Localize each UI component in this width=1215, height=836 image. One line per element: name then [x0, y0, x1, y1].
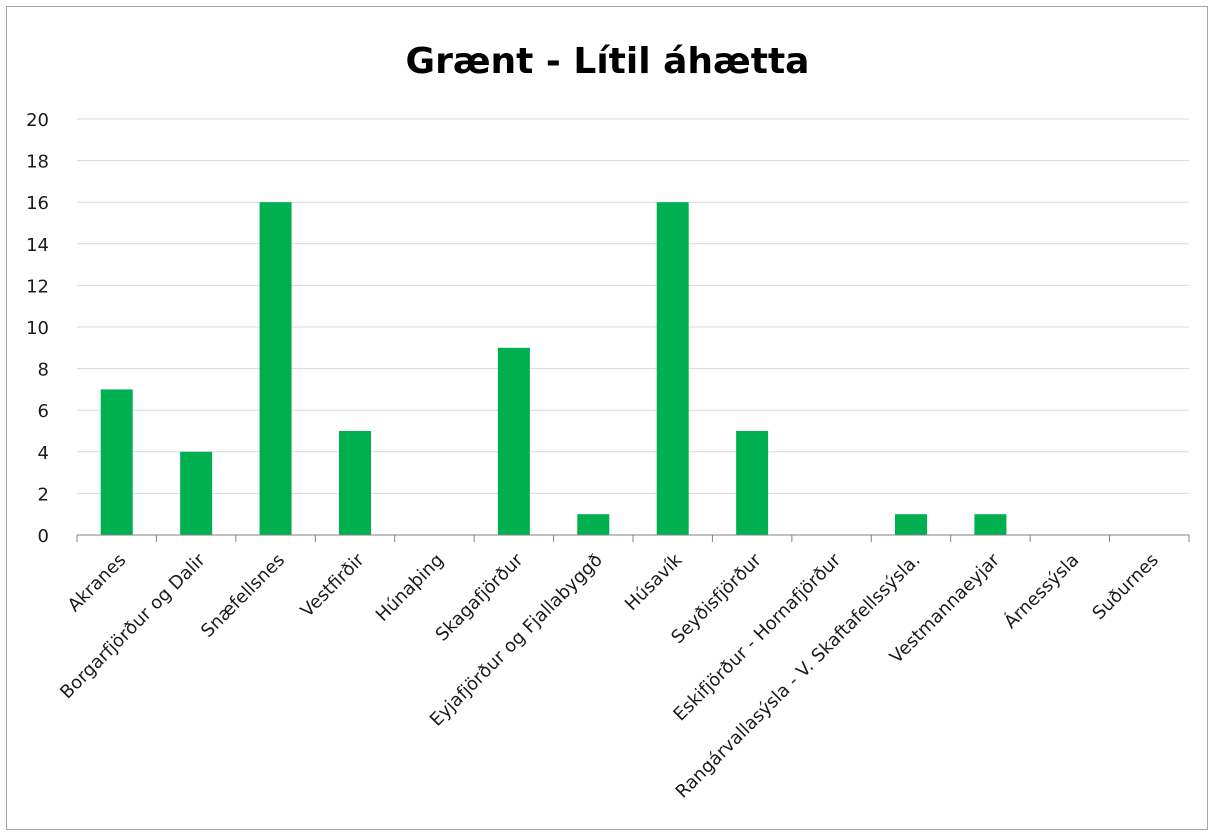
y-tick-label: 20 [26, 110, 49, 131]
bar [895, 514, 927, 535]
y-tick-label: 0 [38, 526, 49, 547]
y-tick-label: 18 [26, 152, 49, 173]
x-tick-label: Húsavík [621, 549, 687, 615]
x-tick-label: Akranes [64, 550, 130, 616]
y-tick-label: 14 [26, 235, 49, 256]
x-tick-label: Húnaþing [372, 550, 448, 626]
x-tick-label: Suðurnes [1088, 550, 1162, 624]
gridlines [77, 118, 1189, 494]
bar [577, 514, 610, 535]
bar [259, 202, 292, 535]
bar [100, 389, 133, 535]
bar [497, 347, 530, 535]
bar [736, 431, 769, 535]
x-tick-label: Eyjafjörður og Fjallabyggð [426, 550, 607, 731]
x-tick-label: Eskifjörður - Hornafjörður [670, 549, 846, 725]
x-tick-label: Vestfirðir [297, 549, 369, 621]
bar [656, 202, 689, 535]
y-tick-label: 16 [26, 193, 49, 214]
axes [76, 534, 1190, 542]
bar [974, 514, 1007, 535]
x-tick-label: Árnessýsla [999, 549, 1083, 633]
chart-title: Grænt - Lítil áhætta [405, 41, 810, 82]
y-tick-label: 4 [38, 443, 49, 464]
y-tick-label: 8 [38, 360, 49, 381]
x-tick-label: Snæfellsnes [197, 550, 289, 642]
y-tick-label: 6 [38, 401, 49, 422]
bar [180, 451, 213, 535]
y-tick-label: 10 [26, 318, 49, 339]
x-tick-label: Borgarfjörður og Dalir [56, 549, 210, 703]
chart-frame [6, 6, 1208, 830]
y-tick-labels: 0 2 4 6 8 10 12 14 16 18 20 [26, 110, 49, 547]
y-tick-label: 2 [38, 484, 49, 505]
bars [100, 202, 1007, 535]
y-tick-label: 12 [26, 276, 49, 297]
bar [339, 431, 371, 535]
